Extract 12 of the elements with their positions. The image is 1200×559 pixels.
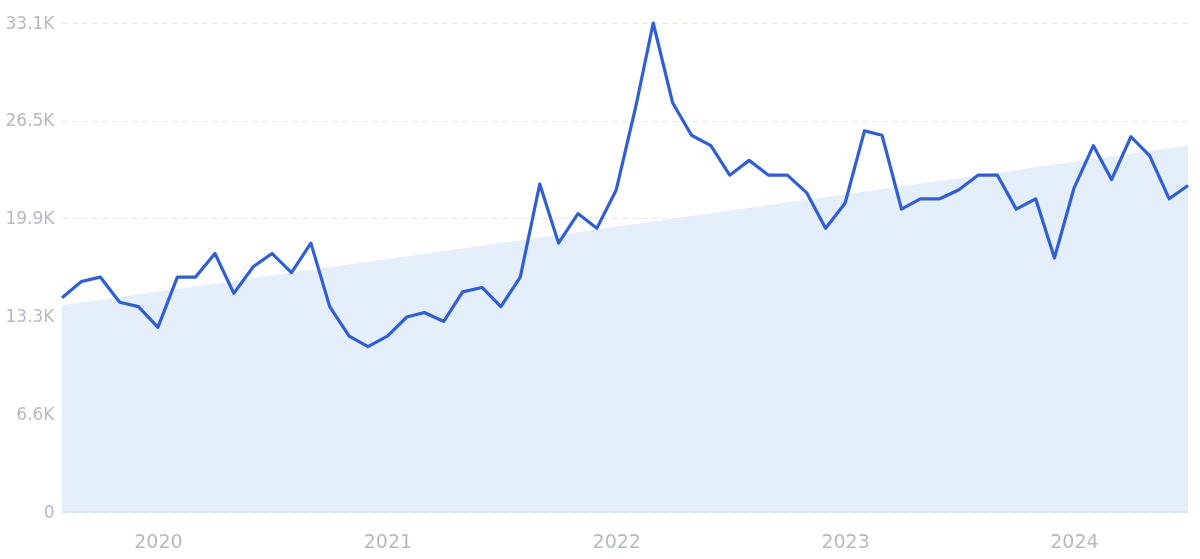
y-tick-label: 13.3K: [5, 305, 56, 326]
x-tick-label: 2021: [363, 529, 413, 552]
x-tick-label: 2024: [1050, 529, 1099, 552]
y-tick-label: 33.1K: [5, 12, 56, 33]
y-tick-label: 6.6K: [16, 403, 56, 424]
x-tick-label: 2022: [592, 529, 641, 552]
x-tick-label: 2020: [134, 529, 183, 552]
x-tick-label: 2023: [821, 529, 870, 552]
line-series: [60, 21, 1190, 349]
y-tick-label: 26.5K: [5, 110, 56, 131]
y-tick-label: 0: [43, 501, 55, 522]
y-tick-label: 19.9K: [5, 207, 56, 228]
